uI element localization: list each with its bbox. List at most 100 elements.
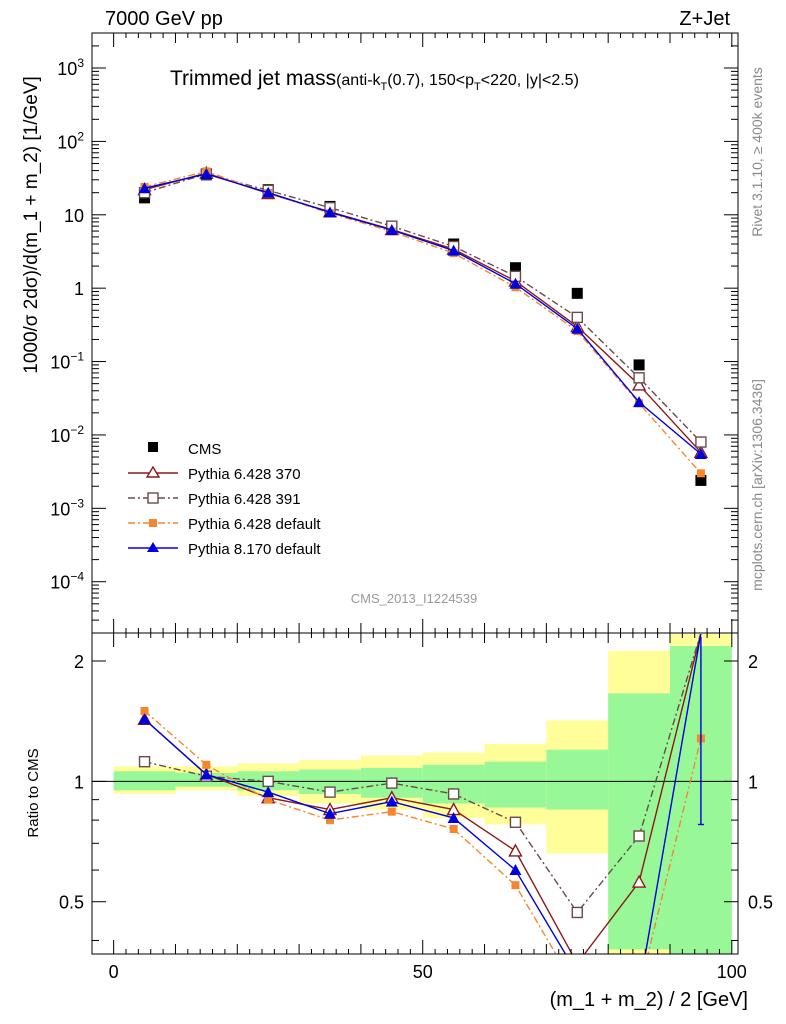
ratio-line-p8_default xyxy=(144,634,702,954)
legend-marker-pythia8-default xyxy=(147,542,159,552)
data-point-cms xyxy=(509,262,521,274)
legend-label: Pythia 8.170 default xyxy=(188,541,321,558)
ratio-point-p6_default xyxy=(326,816,334,825)
ratio-y-axis-label: Ratio to CMS xyxy=(25,748,42,837)
main-y-tick-label: 1 xyxy=(74,279,84,299)
series-line-p6_391 xyxy=(144,173,702,443)
series-line-p6_370 xyxy=(144,172,702,453)
ratio-point-p6_391 xyxy=(386,777,398,789)
data-point-cms xyxy=(695,474,707,486)
ratio-band-green xyxy=(484,761,547,808)
legend-entry-cms: CMS xyxy=(148,441,221,458)
ratio-point-p6_default xyxy=(449,825,458,834)
legend-label: CMS xyxy=(188,441,221,458)
ratio-line-p6_391 xyxy=(144,634,702,914)
data-point-cms xyxy=(571,287,583,299)
legend-marker-pythia6-default xyxy=(149,519,157,527)
ratio-point-p8_default xyxy=(138,713,151,725)
ratio-point-p6_default xyxy=(202,760,211,769)
header-left: 7000 GeV pp xyxy=(105,8,223,30)
ratio-band-green xyxy=(608,693,670,950)
main-y-axis-label: 1000/σ 2dσ)/d(m_1 + m_2) [1/GeV] xyxy=(21,76,42,374)
data-point-p8_default xyxy=(200,167,213,179)
main-y-tick-label: 103 xyxy=(57,56,84,79)
data-point-p8_default xyxy=(138,182,151,194)
x-axis-label: (m_1 + m_2) / 2 [GeV] xyxy=(550,989,748,1011)
ratio-point-p6_default xyxy=(511,881,520,890)
ratio-point-p8_default xyxy=(509,864,522,876)
main-y-tick-label: 102 xyxy=(57,129,84,152)
title-suffix-part: (0.7), 150<p xyxy=(387,72,474,89)
title-suffix-part: <220, |y|<2.5) xyxy=(481,72,579,89)
rivet-version-label: Rivet 3.1.10, ≥ 400k events xyxy=(749,67,765,237)
data-point-p6_370 xyxy=(631,377,647,391)
legend-marker-pythia6-370 xyxy=(145,465,161,478)
title-suffix-part: T xyxy=(381,81,388,93)
legend: CMS Pythia 6.428 370 Pythia 6.428 391 Py… xyxy=(128,441,321,558)
legend-entry-pythia8-default: Pythia 8.170 default xyxy=(128,541,321,558)
legend-marker-cms xyxy=(148,442,158,452)
ratio-point-p6_391 xyxy=(571,906,583,919)
ratio-y-tick-label-right: 0.5 xyxy=(748,893,773,913)
data-point-p8_default xyxy=(571,322,584,334)
ratio-line-p6_370 xyxy=(144,634,702,954)
data-point-p8_default xyxy=(509,277,522,289)
legend-label: Pythia 6.428 391 xyxy=(188,491,301,508)
ratio-point-p6_391 xyxy=(633,830,645,842)
ratio-y-tick-label-right: 2 xyxy=(748,652,758,672)
x-tick-label: 50 xyxy=(413,962,433,982)
axis-ticks xyxy=(92,32,738,954)
ratio-point-p6_370 xyxy=(508,843,523,857)
ratio-band-green xyxy=(546,749,609,810)
ratio-point-p8_default xyxy=(200,768,213,780)
title-suffix-part: (anti-k xyxy=(336,72,381,89)
ratio-y-tick-label-right: 1 xyxy=(748,772,758,792)
data-point-p8_default xyxy=(262,186,275,198)
data-point-p8_default xyxy=(385,224,398,236)
main-plot-title: Trimmed jet mass(anti-kT(0.7), 150<pT<22… xyxy=(170,67,579,93)
legend-label: Pythia 6.428 370 xyxy=(188,466,301,483)
data-point-p8_default xyxy=(633,396,646,408)
ratio-plot-series xyxy=(137,634,705,954)
data-point-p6_391 xyxy=(695,436,707,448)
legend-entry-pythia6-391: Pythia 6.428 391 xyxy=(128,491,301,508)
ratio-point-p6_default xyxy=(264,795,273,804)
legend-marker-pythia6-391 xyxy=(147,492,159,504)
data-point-p6_391 xyxy=(571,311,583,324)
ratio-point-p6_391 xyxy=(262,775,274,788)
x-tick-label: 100 xyxy=(717,962,747,982)
ratio-point-p8_default xyxy=(447,811,460,823)
ratio-point-p6_default xyxy=(387,807,396,816)
main-y-tick-label: 10−1 xyxy=(50,350,84,373)
data-point-cms xyxy=(633,359,645,371)
ratio-y-tick-label-left: 0.5 xyxy=(59,893,84,913)
ratio-point-p6_391 xyxy=(509,816,522,828)
header-right: Z+Jet xyxy=(679,8,730,30)
data-point-p6_391 xyxy=(633,372,645,384)
main-plot-series xyxy=(137,165,709,486)
legend-entry-pythia6-370: Pythia 6.428 370 xyxy=(128,465,301,483)
legend-entry-pythia6-default: Pythia 6.428 default xyxy=(128,516,321,533)
data-point-p8_default xyxy=(694,447,707,459)
ratio-point-p6_391 xyxy=(324,786,336,798)
ratio-point-p6_370 xyxy=(631,874,647,888)
series-line-p6_default xyxy=(144,170,702,474)
ratio-point-p8_default xyxy=(385,795,398,807)
ratio-point-p6_391 xyxy=(447,788,460,800)
main-y-tick-label: 10−3 xyxy=(50,496,84,519)
main-y-tick-label: 10 xyxy=(64,206,84,226)
x-tick-label: 0 xyxy=(109,962,119,982)
legend-label: Pythia 6.428 default xyxy=(188,516,321,533)
ratio-y-tick-label-left: 2 xyxy=(74,652,84,672)
ratio-point-p8_default xyxy=(262,786,275,798)
ratio-plot-frame xyxy=(91,632,739,955)
data-point-p8_default xyxy=(324,206,336,218)
main-y-tick-label: 10−2 xyxy=(50,423,84,446)
mcplots-credit-label: mcplots.cern.ch [arXiv:1306.3436] xyxy=(749,379,765,591)
title-suffix-part: T xyxy=(474,81,481,93)
main-y-tick-labels: 103 102 10 1 10−1 10−2 10−3 10−4 xyxy=(50,56,84,593)
ratio-point-p8_default xyxy=(324,807,336,819)
main-title-text: Trimmed jet mass xyxy=(170,67,336,90)
data-point-p6_default xyxy=(696,469,705,478)
